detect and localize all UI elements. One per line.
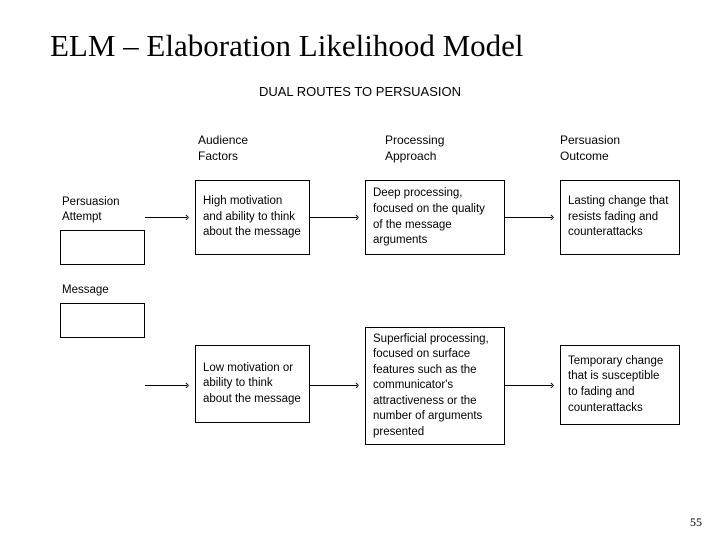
processing-deep-text: Deep processing, focused on the quality … (373, 186, 497, 248)
audience-low-box: Low motivation or ability to think about… (195, 345, 310, 423)
processing-superficial-text: Superficial processing, focused on surfa… (373, 332, 497, 441)
flowchart: Audience Factors Processing Approach Per… (0, 105, 720, 525)
header-processing: Processing Approach (385, 133, 444, 164)
page-number: 55 (690, 515, 702, 530)
arrow-line (505, 385, 552, 386)
arrow-icon: › (185, 210, 189, 223)
arrow-icon: › (355, 378, 359, 391)
header-audience: Audience Factors (198, 133, 248, 164)
message-label: Message (62, 283, 109, 298)
audience-low-text: Low motivation or ability to think about… (203, 361, 302, 408)
outcome-temporary-text: Temporary change that is susceptible to … (568, 354, 672, 416)
message-box (60, 303, 145, 338)
arrow-icon: › (550, 378, 554, 391)
arrow-icon: › (355, 210, 359, 223)
subtitle: DUAL ROUTES TO PERSUASION (0, 84, 720, 99)
arrow-line (145, 217, 187, 218)
arrow-line (310, 217, 357, 218)
outcome-temporary-box: Temporary change that is susceptible to … (560, 345, 680, 425)
persuasion-attempt-label: Persuasion Attempt (62, 195, 120, 225)
audience-high-text: High motivation and ability to think abo… (203, 194, 302, 241)
arrow-icon: › (550, 210, 554, 223)
audience-high-box: High motivation and ability to think abo… (195, 180, 310, 255)
processing-deep-box: Deep processing, focused on the quality … (365, 180, 505, 255)
arrow-line (145, 385, 187, 386)
arrow-line (505, 217, 552, 218)
processing-superficial-box: Superficial processing, focused on surfa… (365, 327, 505, 445)
outcome-lasting-text: Lasting change that resists fading and c… (568, 194, 672, 241)
page-title: ELM – Elaboration Likelihood Model (0, 0, 720, 64)
outcome-lasting-box: Lasting change that resists fading and c… (560, 180, 680, 255)
arrow-icon: › (185, 378, 189, 391)
header-outcome: Persuasion Outcome (560, 133, 620, 164)
arrow-line (310, 385, 357, 386)
persuasion-attempt-box (60, 230, 145, 265)
